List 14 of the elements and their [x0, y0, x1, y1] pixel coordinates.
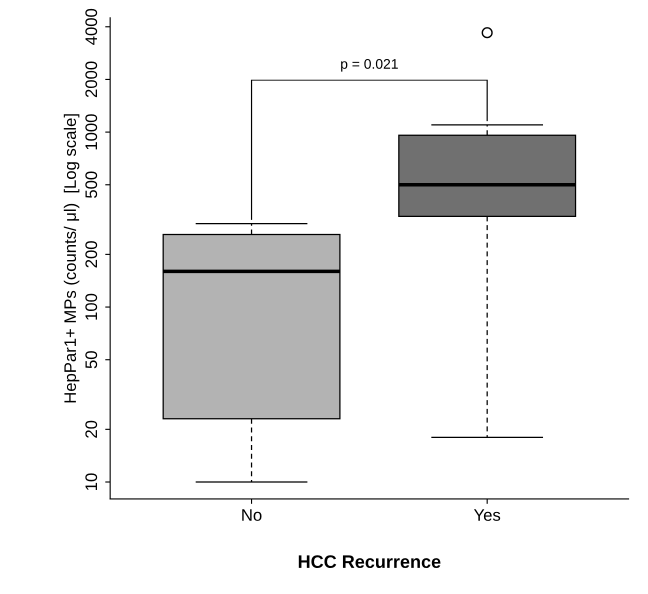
y-tick-label: 10 [85, 473, 98, 490]
y-tick-label: 100 [85, 294, 98, 320]
y-tick-label: 2000 [85, 62, 98, 98]
y-axis-title: HepPar1+ MPs (counts/ μl) [Log scale] [64, 114, 80, 402]
annotation: p = 0.021 [341, 59, 398, 72]
x-tick-label: No [242, 509, 262, 521]
y-tick-label: 500 [85, 172, 98, 198]
y-tick-label: 50 [85, 351, 98, 368]
y-tick-label: 4000 [85, 8, 98, 45]
y-tick-label: 1000 [85, 114, 98, 150]
x-axis-title: HCC Recurrence [298, 555, 440, 568]
x-tick-label: Yes [474, 509, 500, 521]
y-tick-label: 200 [85, 241, 98, 268]
y-tick-label: 20 [85, 420, 98, 438]
